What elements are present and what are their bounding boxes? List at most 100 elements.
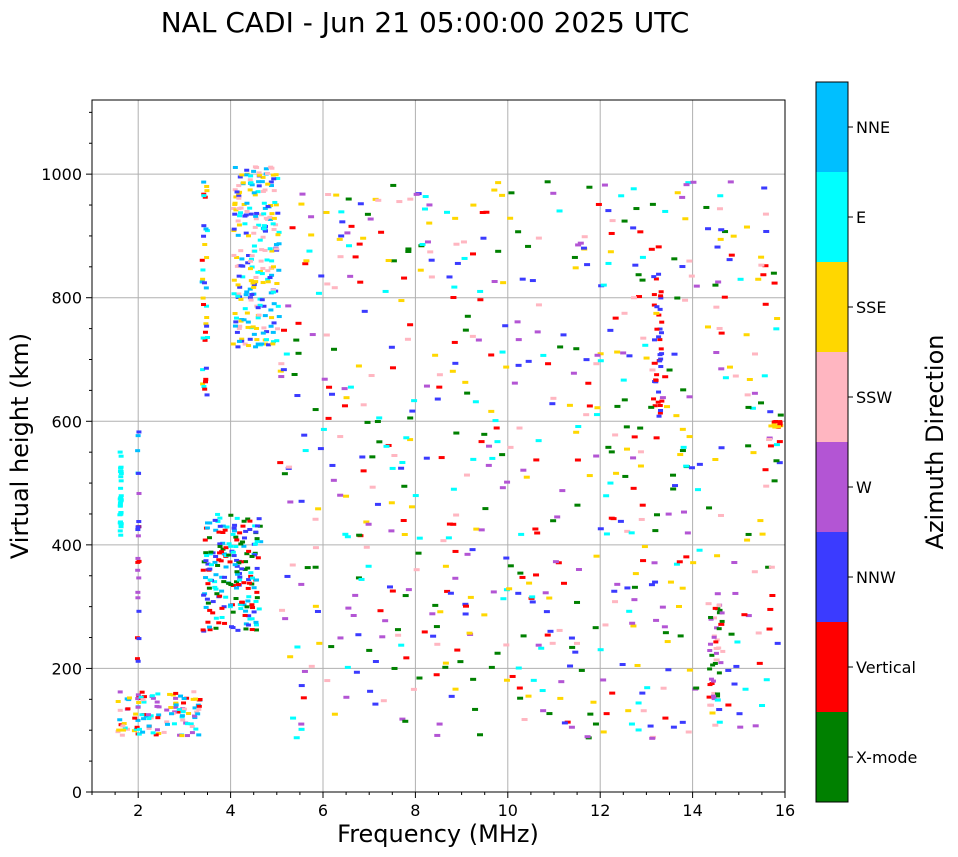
echo-mark — [682, 217, 689, 221]
echo-mark — [662, 631, 669, 635]
echo-mark — [376, 416, 383, 420]
echo-mark — [219, 615, 225, 619]
echo-mark — [652, 404, 658, 408]
echo-mark — [241, 318, 247, 322]
echo-mark — [255, 556, 261, 560]
echo-mark — [767, 410, 774, 414]
echo-mark — [554, 515, 561, 519]
echo-mark — [274, 281, 280, 285]
echo-mark — [450, 296, 457, 300]
echo-mark — [671, 257, 678, 261]
echo-mark — [402, 719, 409, 723]
echo-mark — [597, 359, 604, 363]
echo-mark — [245, 623, 251, 627]
echo-mark — [270, 340, 276, 344]
colorbar-segment — [816, 172, 848, 262]
echo-mark — [732, 591, 739, 595]
echo-mark — [254, 566, 260, 570]
echo-mark — [744, 538, 751, 542]
echo-mark — [204, 526, 210, 530]
echo-mark — [714, 245, 721, 249]
echo-mark — [592, 626, 599, 630]
echo-mark — [480, 236, 487, 240]
echo-mark — [232, 324, 238, 328]
echo-mark — [450, 522, 457, 526]
echo-mark — [648, 405, 655, 409]
echo-mark — [204, 324, 210, 328]
echo-mark — [623, 447, 630, 451]
echo-mark — [210, 611, 216, 615]
echo-mark — [715, 692, 721, 696]
echo-mark — [410, 687, 417, 691]
echo-mark — [499, 486, 506, 490]
echo-mark — [388, 501, 395, 505]
echo-mark — [242, 567, 248, 571]
echo-mark — [270, 290, 276, 294]
colorbar-segment — [816, 622, 848, 712]
echo-mark — [217, 551, 223, 555]
echo-mark — [765, 565, 772, 569]
echo-mark — [347, 385, 354, 389]
echo-mark — [716, 671, 722, 675]
echo-mark — [452, 361, 459, 365]
echo-mark — [390, 183, 397, 187]
echo-mark — [304, 566, 311, 570]
echo-mark — [726, 365, 733, 369]
echo-mark — [291, 372, 298, 376]
echo-mark — [135, 705, 141, 709]
echo-mark — [470, 203, 477, 207]
echo-mark — [356, 533, 363, 537]
echo-mark — [546, 712, 553, 716]
echo-mark — [442, 564, 449, 568]
echo-mark — [331, 347, 338, 351]
echo-mark — [367, 217, 374, 221]
echo-mark — [566, 403, 573, 407]
echo-mark — [710, 663, 716, 667]
echo-mark — [135, 568, 141, 572]
echo-mark — [388, 529, 395, 533]
echo-mark — [737, 277, 744, 281]
echo-mark — [232, 563, 238, 567]
echo-mark — [331, 712, 338, 716]
echo-mark — [154, 700, 160, 704]
y-tick-label: 800 — [51, 289, 82, 308]
echo-mark — [217, 544, 223, 548]
echo-mark — [216, 558, 222, 562]
echo-mark — [181, 701, 187, 705]
echo-mark — [181, 707, 187, 711]
echo-mark — [237, 578, 243, 582]
echo-mark — [774, 641, 781, 645]
echo-mark — [257, 524, 263, 528]
echo-mark — [135, 596, 141, 600]
echo-mark — [424, 240, 431, 244]
echo-mark — [216, 530, 222, 534]
echo-mark — [242, 342, 248, 346]
echo-mark — [666, 368, 673, 372]
echo-mark — [203, 227, 209, 231]
echo-mark — [231, 292, 237, 296]
echo-mark — [236, 196, 242, 200]
echo-mark — [436, 385, 443, 389]
echo-mark — [736, 712, 743, 716]
echo-mark — [237, 531, 243, 535]
echo-mark — [658, 294, 664, 298]
echo-mark — [629, 621, 636, 625]
echo-mark — [380, 699, 387, 703]
echo-mark — [260, 189, 266, 193]
echo-mark — [470, 457, 477, 461]
echo-mark — [135, 556, 141, 560]
echo-mark — [312, 565, 319, 569]
echo-mark — [264, 338, 270, 342]
echo-mark — [231, 253, 237, 257]
echo-mark — [238, 297, 244, 301]
echo-mark — [688, 274, 695, 278]
echo-mark — [549, 641, 556, 645]
echo-mark — [352, 255, 359, 259]
echo-mark — [270, 288, 276, 292]
echo-mark — [656, 414, 662, 418]
echo-mark — [755, 277, 762, 281]
echo-mark — [533, 573, 540, 577]
y-axis-label: Virtual height (km) — [6, 333, 34, 559]
echo-mark — [707, 683, 713, 687]
echo-mark — [662, 716, 669, 720]
